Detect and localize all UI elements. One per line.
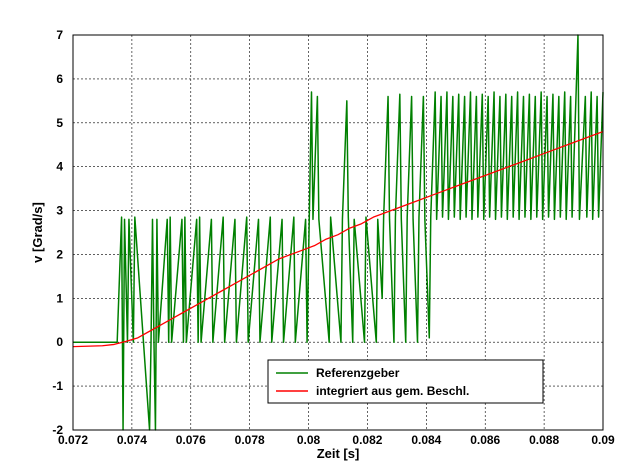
x-tick-label: 0.072 [58, 433, 88, 447]
y-tick-label: 6 [56, 72, 63, 86]
x-axis-label: Zeit [s] [317, 446, 360, 461]
x-tick-label: 0.084 [411, 433, 441, 447]
legend: Referenzgeber integriert aus gem. Beschl… [267, 359, 544, 404]
x-tick-label: 0.08 [297, 433, 321, 447]
y-tick-label: 0 [56, 335, 63, 349]
y-tick-label: 3 [56, 204, 63, 218]
y-axis-label: v [Grad/s] [30, 202, 45, 263]
x-tick-label: 0.088 [529, 433, 559, 447]
x-tick-label: 0.082 [352, 433, 382, 447]
legend-label-referenzgeber: Referenzgeber [316, 366, 400, 380]
series-layer [72, 34, 604, 431]
tick-layer: 0.072 0.074 0.076 0.078 0.08 0.082 0.084 0.086 0… [52, 28, 615, 447]
y-tick-label: 5 [56, 116, 63, 130]
x-tick-label: 0.076 [176, 433, 206, 447]
y-tick-label: -1 [52, 379, 63, 393]
legend-box [267, 359, 544, 404]
series-line-referenzgeber [73, 34, 604, 431]
series-line-integriert [72, 130, 604, 348]
legend-label-integriert: integriert aus gem. Beschl. [316, 384, 469, 398]
plot-frame [72, 34, 604, 431]
x-tick-label: 0.086 [470, 433, 500, 447]
y-tick-label: -2 [52, 423, 63, 437]
y-tick-label: 4 [56, 160, 63, 174]
x-tick-label: 0.074 [117, 433, 147, 447]
y-tick-label: 2 [56, 247, 63, 261]
x-tick-label: 0.078 [235, 433, 265, 447]
y-tick-label: 7 [56, 28, 63, 42]
x-tick-label: 0.09 [591, 433, 615, 447]
y-tick-label: 1 [56, 291, 63, 305]
